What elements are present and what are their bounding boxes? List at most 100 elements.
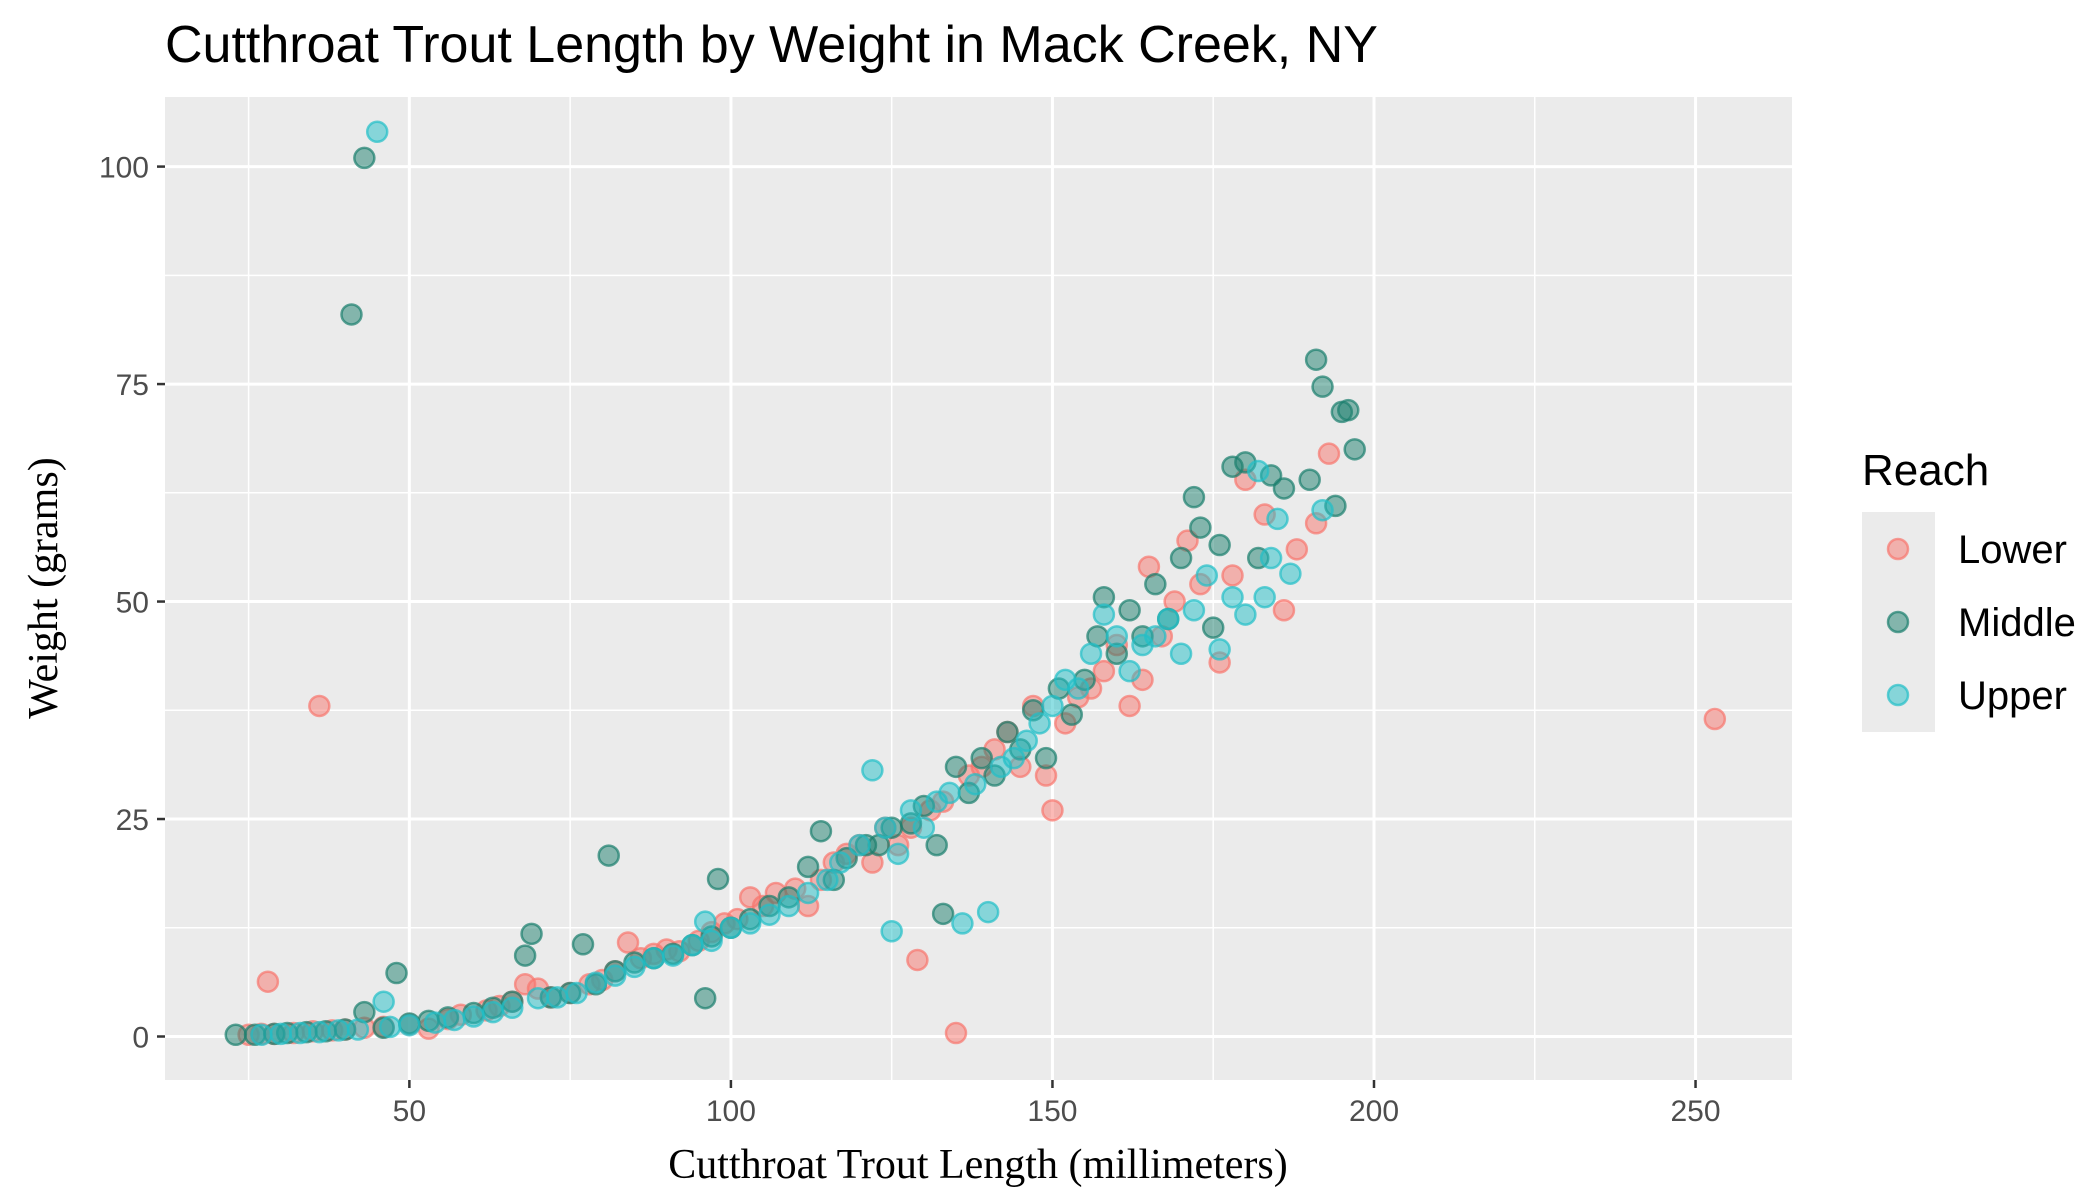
y-axis: 0 25 50 75 100 [99, 152, 165, 1055]
data-point [1079, 642, 1103, 665]
data-point [1304, 348, 1328, 371]
data-point [584, 971, 608, 994]
data-point [501, 996, 524, 1020]
y-tick-label: 100 [99, 152, 149, 185]
data-point [546, 986, 569, 1009]
data-point [661, 944, 685, 967]
data-point [1060, 703, 1083, 726]
x-tick-label: 100 [706, 1095, 756, 1128]
data-point [758, 903, 781, 926]
data-point [1169, 642, 1193, 665]
data-point [848, 833, 871, 857]
data-point [951, 912, 974, 935]
data-point [597, 844, 620, 867]
data-point [1208, 638, 1231, 661]
data-point [1246, 459, 1270, 483]
data-point [777, 894, 801, 918]
legend-label-lower: Lower [1958, 528, 2067, 572]
data-point [706, 867, 730, 891]
data-point [1703, 707, 1727, 731]
data-point [1182, 485, 1206, 509]
data-point [970, 746, 993, 770]
y-tick-label: 75 [116, 369, 149, 402]
data-point [1298, 468, 1321, 492]
data-point [1259, 546, 1283, 570]
data-point [385, 961, 408, 985]
data-point [1028, 712, 1051, 735]
data-points [224, 120, 1727, 1047]
data-point [250, 1023, 273, 1047]
legend-key-upper [1886, 683, 1910, 707]
legend-label-upper: Upper [1958, 674, 2067, 718]
series-upper [250, 120, 1334, 1047]
data-point [520, 922, 543, 946]
data-point [256, 970, 280, 993]
data-point [874, 816, 897, 839]
data-point [1266, 507, 1289, 531]
data-point [1272, 598, 1296, 622]
data-point [378, 1015, 402, 1039]
x-axis-title: Cutthroat Trout Length (millimeters) [668, 1142, 1287, 1188]
legend: Reach Lower Middle Upper [1862, 446, 2076, 732]
data-point [925, 833, 948, 857]
data-point [327, 1019, 350, 1042]
data-point [964, 772, 987, 796]
data-point [308, 1020, 331, 1044]
data-point [462, 1005, 485, 1028]
data-point [481, 1000, 505, 1024]
data-point [1343, 438, 1366, 461]
data-point [1144, 625, 1167, 648]
data-point [340, 303, 363, 326]
legend-key-lower [1886, 537, 1910, 561]
data-point [719, 916, 743, 940]
data-point [828, 851, 852, 874]
data-point [938, 781, 961, 805]
data-point [1066, 677, 1090, 700]
data-point [1002, 746, 1026, 770]
data-point [526, 986, 550, 1010]
y-tick-label: 25 [116, 804, 149, 837]
data-point [513, 944, 537, 967]
data-point [1221, 585, 1244, 609]
data-point [944, 1021, 968, 1045]
data-point [1015, 729, 1038, 752]
data-point [1208, 533, 1231, 557]
data-point [288, 1021, 312, 1045]
data-point [1285, 538, 1309, 561]
data-point [1105, 625, 1129, 648]
data-point [1189, 516, 1212, 539]
data-point [809, 819, 833, 843]
data-point [1317, 442, 1341, 465]
data-point [880, 919, 903, 943]
data-point [899, 799, 923, 822]
x-tick-label: 250 [1671, 1095, 1721, 1128]
data-point [861, 759, 884, 782]
data-point [346, 1018, 370, 1041]
data-point [944, 755, 968, 779]
legend-title: Reach [1862, 446, 1989, 495]
data-point [693, 986, 717, 1010]
chart-title: Cutthroat Trout Length by Weight in Mack… [165, 16, 1378, 74]
data-point [1195, 564, 1219, 587]
data-point [906, 948, 929, 972]
data-point [224, 1023, 247, 1047]
data-point [443, 1008, 466, 1032]
data-point [1182, 598, 1206, 622]
data-point [1169, 546, 1193, 570]
data-point [976, 900, 1000, 924]
data-point [398, 1013, 421, 1037]
data-point [642, 946, 665, 970]
data-point [931, 902, 955, 926]
data-point [1092, 659, 1116, 683]
data-point [1034, 746, 1058, 770]
data-point [1311, 498, 1334, 522]
x-tick-label: 200 [1349, 1095, 1399, 1128]
data-point [796, 855, 820, 879]
data-point [372, 990, 395, 1013]
data-point [1311, 375, 1334, 398]
data-point [565, 981, 588, 1005]
data-point [603, 964, 627, 987]
data-point [1041, 799, 1064, 822]
data-point [353, 146, 376, 170]
